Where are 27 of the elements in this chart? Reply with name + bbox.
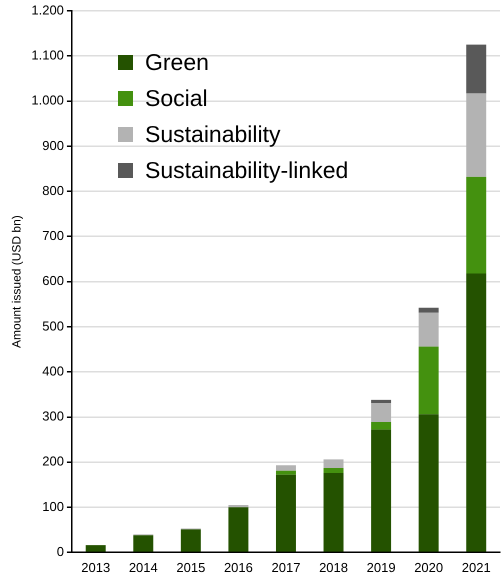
x-tick-label: 2013 [81,560,110,575]
x-tick-label: 2020 [414,560,444,575]
x-tick-label: 2014 [128,560,158,575]
y-tick-label: 1.000 [31,92,64,108]
y-tick-label: 700 [42,228,64,244]
x-tick-label: 2021 [462,560,491,575]
y-tick-label: 400 [42,363,64,378]
y-tick-label: 800 [42,182,64,198]
x-tick-label: 2017 [272,560,300,575]
y-tick-label: 100 [42,498,64,514]
legend-label: Social [145,84,208,113]
y-tick-label: 0 [56,544,64,559]
y-tick-label: 1.100 [31,48,64,63]
y-tick-label: 600 [42,273,64,288]
legend-label: Sustainability-linked [145,156,348,185]
x-tick-label: 2016 [224,560,253,575]
y-axis-title: Amount issued (USD bn) [10,215,24,348]
x-tick-label: 2018 [319,560,348,575]
y-tick-label: 500 [42,318,64,334]
y-tick-label: 300 [42,408,64,424]
x-tick-label: 2019 [366,560,396,575]
legend-label: Green [145,48,209,77]
legend-label: Sustainability [145,120,281,149]
y-tick-label: 1.200 [31,2,64,18]
y-tick-label: 900 [42,138,64,153]
x-tick-label: 2015 [176,560,206,575]
y-tick-label: 200 [42,454,64,469]
